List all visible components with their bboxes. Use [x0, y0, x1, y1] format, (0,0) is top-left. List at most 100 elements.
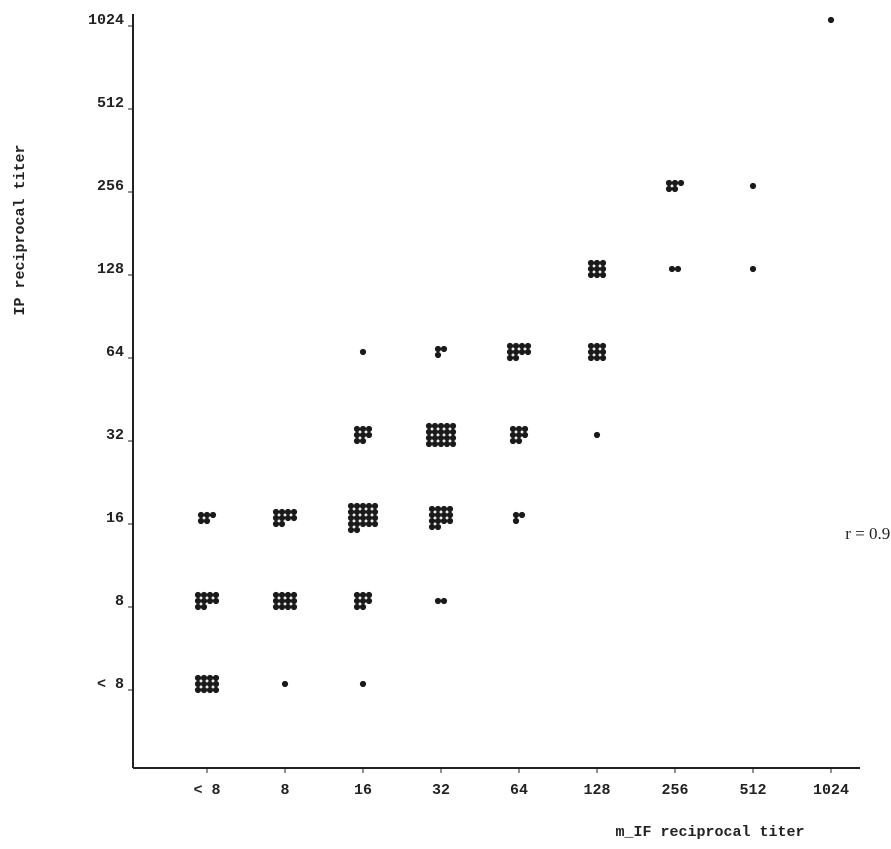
- dot: [447, 512, 453, 518]
- dot: [366, 432, 372, 438]
- dot: [435, 518, 441, 524]
- dot: [450, 441, 456, 447]
- dot: [372, 521, 378, 527]
- dot: [201, 598, 207, 604]
- dot: [435, 506, 441, 512]
- dot: [285, 598, 291, 604]
- dot-cluster: [198, 512, 216, 524]
- dot: [291, 515, 297, 521]
- dot: [513, 343, 519, 349]
- dot-cluster: [510, 426, 528, 444]
- dot: [195, 592, 201, 598]
- dot: [201, 681, 207, 687]
- dot: [354, 426, 360, 432]
- dot: [429, 512, 435, 518]
- dot: [447, 518, 453, 524]
- dot: [366, 521, 372, 527]
- dot: [594, 355, 600, 361]
- dot: [525, 343, 531, 349]
- dot-cluster: [513, 512, 525, 524]
- dot: [516, 426, 522, 432]
- dot: [207, 598, 213, 604]
- dot: [435, 524, 441, 530]
- dot: [675, 266, 681, 272]
- dot: [510, 426, 516, 432]
- dot: [588, 272, 594, 278]
- dot: [588, 349, 594, 355]
- chart: IP reciprocal titer m_IF reciprocal tite…: [0, 0, 891, 849]
- dot: [513, 512, 519, 518]
- dot: [291, 598, 297, 604]
- dot: [510, 438, 516, 444]
- x-axis-label: m_IF reciprocal titer: [615, 824, 804, 841]
- y-tick-label: < 8: [97, 676, 124, 693]
- dot: [441, 518, 447, 524]
- dot: [195, 598, 201, 604]
- dot: [210, 512, 216, 518]
- dot: [666, 186, 672, 192]
- dot: [432, 441, 438, 447]
- dot: [201, 687, 207, 693]
- dot: [195, 604, 201, 610]
- dot: [348, 515, 354, 521]
- dot: [750, 183, 756, 189]
- dot: [450, 429, 456, 435]
- dot-cluster: [282, 681, 288, 687]
- dot: [207, 681, 213, 687]
- dot: [519, 343, 525, 349]
- dot: [600, 272, 606, 278]
- dot: [282, 681, 288, 687]
- dot: [279, 521, 285, 527]
- dot: [213, 598, 219, 604]
- dot: [360, 521, 366, 527]
- dot: [354, 604, 360, 610]
- annotation: r = 0.97: [845, 524, 891, 543]
- dot-cluster: [435, 598, 447, 604]
- dot: [828, 17, 834, 23]
- dot: [432, 423, 438, 429]
- dot-cluster: [828, 17, 834, 23]
- dot: [279, 515, 285, 521]
- dot: [279, 509, 285, 515]
- dot-cluster: [354, 426, 372, 444]
- dot: [429, 518, 435, 524]
- dot: [204, 518, 210, 524]
- dot: [195, 687, 201, 693]
- dot: [426, 435, 432, 441]
- dot: [354, 521, 360, 527]
- y-tick-label: 16: [106, 510, 124, 527]
- y-tick-label: 1024: [88, 12, 124, 29]
- dot: [750, 266, 756, 272]
- dot: [432, 429, 438, 435]
- y-tick-label: 8: [115, 593, 124, 610]
- dot: [348, 509, 354, 515]
- dot: [588, 260, 594, 266]
- dot: [354, 598, 360, 604]
- dot: [519, 349, 525, 355]
- dot: [513, 355, 519, 361]
- dot-cluster: [588, 343, 606, 361]
- dot: [201, 675, 207, 681]
- dot-cluster: [360, 349, 366, 355]
- dot-cluster: [594, 432, 600, 438]
- dot: [507, 355, 513, 361]
- dot-cluster: [354, 592, 372, 610]
- dot-cluster: [348, 503, 378, 533]
- x-tick-label: 8: [280, 782, 289, 799]
- dot: [273, 592, 279, 598]
- y-tick-label: 64: [106, 344, 124, 361]
- dot: [360, 598, 366, 604]
- dot: [594, 343, 600, 349]
- dot: [516, 438, 522, 444]
- dot-cluster: [507, 343, 531, 361]
- y-tick-label: 128: [97, 261, 124, 278]
- dot: [291, 509, 297, 515]
- y-tick-label: 512: [97, 95, 124, 112]
- dot: [444, 423, 450, 429]
- dot: [519, 512, 525, 518]
- dot: [285, 509, 291, 515]
- dot: [366, 426, 372, 432]
- dot: [450, 435, 456, 441]
- dot: [429, 524, 435, 530]
- dot: [522, 432, 528, 438]
